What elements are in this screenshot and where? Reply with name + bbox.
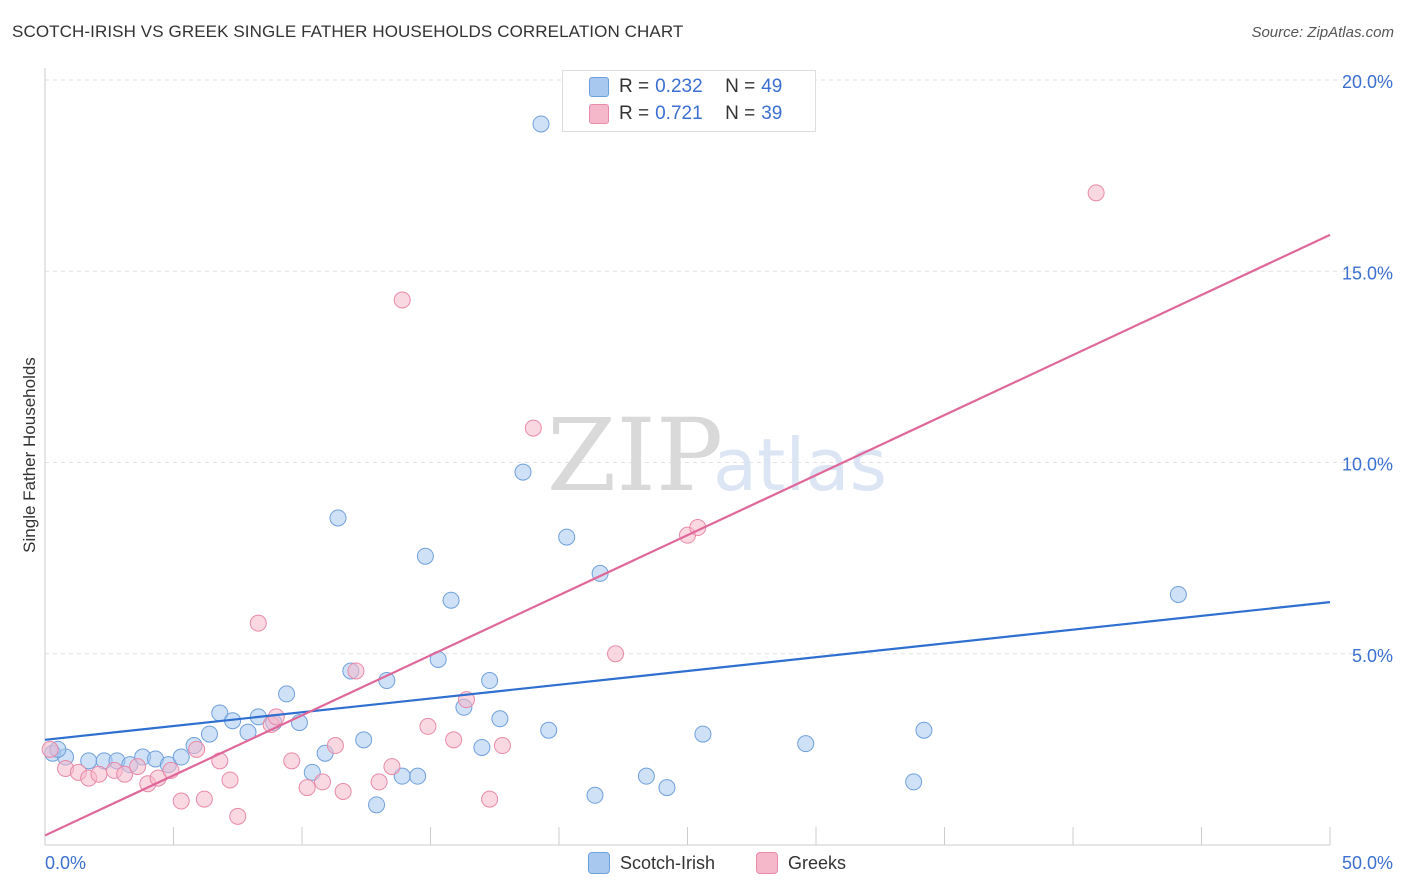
series-label-scotch-irish: Scotch-Irish [620, 852, 716, 873]
point-scotch-irish [658, 779, 676, 797]
point-scotch-irish [442, 591, 460, 609]
point-scotch-irish [368, 796, 386, 814]
point-greeks [334, 782, 352, 800]
point-greeks [41, 740, 59, 758]
point-scotch-irish [540, 721, 558, 739]
x-tick-label: 0.0% [45, 853, 86, 873]
y-tick-label: 20.0% [1342, 72, 1393, 92]
point-greeks [326, 737, 344, 755]
point-greeks [283, 752, 301, 770]
series-label-greeks: Greeks [788, 852, 847, 873]
legend-n-value: 39 [761, 103, 783, 124]
legend-r-label: R = [619, 103, 650, 124]
point-greeks [493, 737, 511, 755]
point-scotch-irish [558, 528, 576, 546]
series-legend: Scotch-Irish Greeks [0, 852, 1406, 876]
point-scotch-irish [797, 735, 815, 753]
point-scotch-irish [278, 685, 296, 703]
y-axis-label: Single Father Households [20, 357, 39, 553]
y-tick-label: 15.0% [1342, 263, 1393, 283]
point-greeks [129, 758, 147, 776]
x-tick-label: 50.0% [1342, 853, 1393, 873]
point-greeks [419, 717, 437, 735]
point-greeks [481, 790, 499, 808]
series-swatch-scotch-irish [588, 852, 610, 874]
point-scotch-irish [416, 547, 434, 565]
y-tick-label: 10.0% [1342, 455, 1393, 475]
y-tick-label: 5.0% [1352, 646, 1393, 666]
legend-n-value: 49 [761, 76, 783, 97]
gridlines [45, 79, 1390, 655]
point-greeks [195, 790, 213, 808]
point-greeks [90, 765, 108, 783]
legend-n-label: N = [725, 76, 756, 97]
point-scotch-irish [329, 509, 347, 527]
tick-labels: 5.0% 10.0% 15.0% 20.0% 0.0% 50.0% [45, 72, 1393, 873]
point-scotch-irish [481, 672, 499, 690]
axes [44, 68, 1331, 846]
point-scotch-irish [491, 710, 509, 728]
point-greeks [172, 792, 190, 810]
point-scotch-irish [586, 786, 604, 804]
point-greeks [370, 773, 388, 791]
watermark-zip: ZIP [547, 397, 723, 514]
series-legend-scotch-irish[interactable]: Scotch-Irish [588, 852, 715, 874]
point-greeks [229, 807, 247, 825]
point-greeks [314, 773, 332, 791]
point-greeks [607, 645, 625, 663]
point-scotch-irish [409, 767, 427, 785]
trend-line-scotch-irish [44, 601, 1331, 741]
point-greeks [221, 771, 239, 789]
point-greeks [393, 291, 411, 309]
point-greeks [116, 765, 134, 783]
point-greeks [445, 731, 463, 749]
point-scotch-irish [473, 738, 491, 756]
source-label: Source: ZipAtlas.com [1251, 24, 1394, 41]
y-axis-label-wrap: Single Father Households [18, 0, 42, 892]
legend-n-label: N = [725, 103, 756, 124]
point-scotch-irish [200, 725, 218, 743]
legend-swatch-greeks [589, 104, 609, 124]
point-scotch-irish [172, 748, 190, 766]
point-scotch-irish [355, 731, 373, 749]
data-points [41, 115, 1187, 825]
chart-title: SCOTCH-IRISH VS GREEK SINGLE FATHER HOUS… [12, 22, 684, 41]
legend-row-scotch-irish: R = 0.232 N = 49 [589, 75, 782, 99]
point-greeks [188, 740, 206, 758]
point-scotch-irish [905, 773, 923, 791]
point-scotch-irish [915, 721, 933, 739]
point-greeks [524, 419, 542, 437]
point-greeks [298, 779, 316, 797]
correlation-legend: R = 0.232 N = 49 R = 0.721 N = 39 [562, 70, 816, 132]
legend-row-greeks: R = 0.721 N = 39 [589, 102, 782, 126]
watermark-atlas: atlas [713, 423, 887, 507]
point-scotch-irish [514, 463, 532, 481]
point-greeks [267, 708, 285, 726]
point-greeks [249, 614, 267, 632]
series-swatch-greeks [756, 852, 778, 874]
legend-r-value: 0.721 [655, 103, 703, 124]
point-scotch-irish [637, 767, 655, 785]
legend-swatch-scotch-irish [589, 77, 609, 97]
legend-r-value: 0.232 [655, 76, 703, 97]
trend-line-greeks [44, 233, 1331, 837]
point-greeks [1087, 184, 1105, 202]
legend-r-label: R = [619, 76, 650, 97]
point-scotch-irish [694, 725, 712, 743]
watermark: ZIP atlas [547, 397, 887, 514]
point-greeks [383, 758, 401, 776]
point-greeks [347, 662, 365, 680]
point-scotch-irish [532, 115, 550, 133]
point-scotch-irish [1169, 585, 1187, 603]
trend-lines [44, 233, 1331, 837]
series-legend-greeks[interactable]: Greeks [756, 852, 846, 874]
